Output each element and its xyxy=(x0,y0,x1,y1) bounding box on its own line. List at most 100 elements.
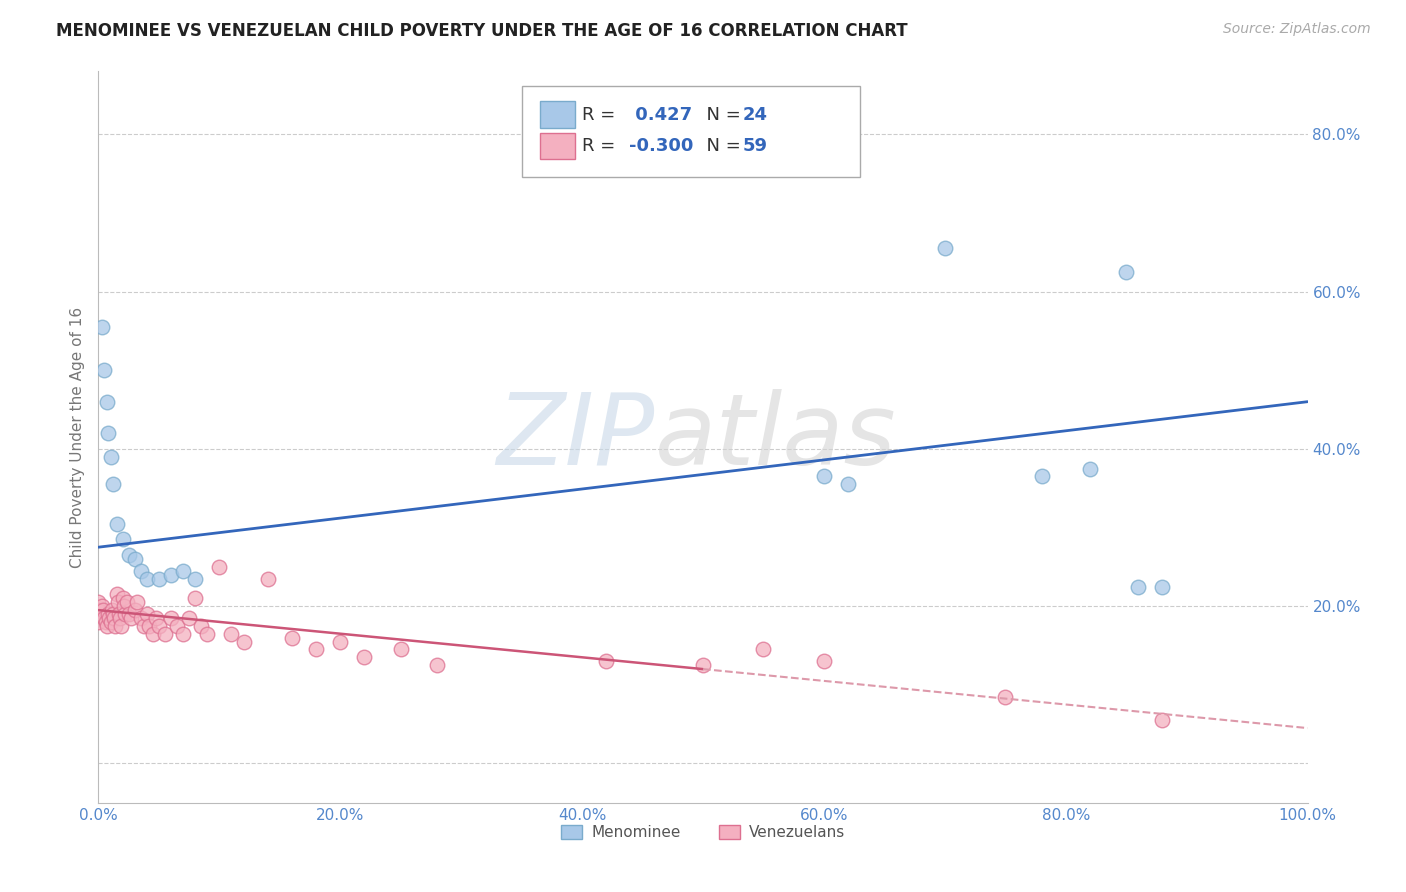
Point xyxy=(104,619,127,633)
Y-axis label: Child Poverty Under the Age of 16: Child Poverty Under the Age of 16 xyxy=(69,307,84,567)
Point xyxy=(148,572,170,586)
Point xyxy=(1031,469,1053,483)
Point xyxy=(100,450,122,464)
Point xyxy=(166,619,188,633)
Point xyxy=(134,619,156,633)
Point xyxy=(101,477,124,491)
Point xyxy=(184,572,207,586)
Point xyxy=(837,477,859,491)
Point xyxy=(389,642,412,657)
Point xyxy=(813,469,835,483)
Point xyxy=(135,572,157,586)
Point xyxy=(96,619,118,633)
Point xyxy=(752,642,775,657)
Point xyxy=(195,626,218,640)
Point xyxy=(98,611,121,625)
Text: ZIP: ZIP xyxy=(496,389,655,485)
Point xyxy=(153,626,176,640)
Point xyxy=(221,626,243,640)
Point xyxy=(91,599,114,614)
Text: 59: 59 xyxy=(742,137,768,155)
Point xyxy=(124,552,146,566)
Point xyxy=(91,320,114,334)
Text: -0.300: -0.300 xyxy=(630,137,693,155)
Point xyxy=(179,611,201,625)
FancyBboxPatch shape xyxy=(540,102,575,128)
Point xyxy=(148,619,170,633)
Point xyxy=(595,654,617,668)
Point xyxy=(110,619,132,633)
Point xyxy=(129,611,152,625)
Point xyxy=(120,611,142,625)
Point xyxy=(91,603,114,617)
Point xyxy=(87,595,110,609)
Point xyxy=(93,611,115,625)
Point xyxy=(329,634,352,648)
Point xyxy=(184,591,207,606)
Point xyxy=(142,626,165,640)
Point xyxy=(813,654,835,668)
Point xyxy=(118,607,141,621)
Point xyxy=(111,591,134,606)
Point xyxy=(127,595,149,609)
Point xyxy=(108,607,131,621)
Point xyxy=(172,564,194,578)
Point xyxy=(994,690,1017,704)
Point xyxy=(101,607,124,621)
Text: MENOMINEE VS VENEZUELAN CHILD POVERTY UNDER THE AGE OF 16 CORRELATION CHART: MENOMINEE VS VENEZUELAN CHILD POVERTY UN… xyxy=(56,22,908,40)
Point xyxy=(145,611,167,625)
Point xyxy=(1152,580,1174,594)
Point xyxy=(172,626,194,640)
Point xyxy=(124,603,146,617)
Point xyxy=(692,658,714,673)
Point xyxy=(281,631,304,645)
Point xyxy=(160,567,183,582)
Point xyxy=(138,619,160,633)
Point xyxy=(103,611,125,625)
Point xyxy=(305,642,328,657)
Point xyxy=(256,572,278,586)
Text: N =: N = xyxy=(695,137,747,155)
Point xyxy=(87,615,110,629)
Point xyxy=(97,426,120,441)
Point xyxy=(94,615,117,629)
Text: R =: R = xyxy=(582,106,621,124)
Point xyxy=(114,607,136,621)
Text: atlas: atlas xyxy=(655,389,896,485)
Point xyxy=(118,548,141,562)
FancyBboxPatch shape xyxy=(540,133,575,159)
Point xyxy=(135,607,157,621)
Text: R =: R = xyxy=(582,137,621,155)
Point xyxy=(105,516,128,531)
FancyBboxPatch shape xyxy=(522,86,860,178)
Point xyxy=(87,603,110,617)
Legend: Menominee, Venezuelans: Menominee, Venezuelans xyxy=(554,819,852,847)
Point xyxy=(105,587,128,601)
Point xyxy=(208,559,231,574)
Text: N =: N = xyxy=(695,106,747,124)
Point xyxy=(100,603,122,617)
Point xyxy=(93,363,115,377)
Point xyxy=(160,611,183,625)
Point xyxy=(353,650,375,665)
Point xyxy=(100,615,122,629)
Point xyxy=(232,634,254,648)
Point xyxy=(190,619,212,633)
Point xyxy=(111,533,134,547)
Text: 24: 24 xyxy=(742,106,768,124)
Point xyxy=(1115,265,1137,279)
Point xyxy=(1152,713,1174,727)
Point xyxy=(1078,461,1101,475)
Point xyxy=(107,595,129,609)
Point xyxy=(426,658,449,673)
Point xyxy=(1128,580,1150,594)
Point xyxy=(108,611,131,625)
Point xyxy=(117,595,139,609)
Point xyxy=(129,564,152,578)
Text: Source: ZipAtlas.com: Source: ZipAtlas.com xyxy=(1223,22,1371,37)
Point xyxy=(96,394,118,409)
Point xyxy=(97,607,120,621)
Text: 0.427: 0.427 xyxy=(630,106,692,124)
Point xyxy=(934,241,956,255)
Point xyxy=(112,599,135,614)
